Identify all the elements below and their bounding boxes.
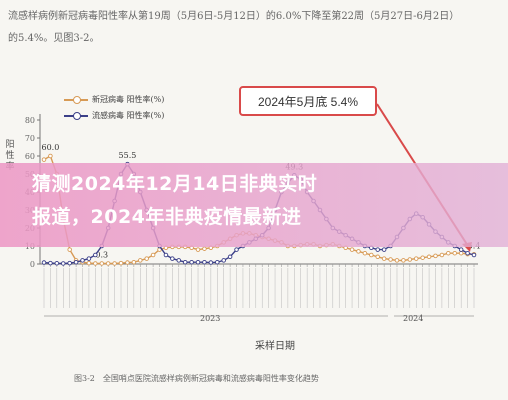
data-point-covid <box>452 250 457 256</box>
data-point-covid <box>41 157 47 162</box>
data-point-flu <box>189 259 194 265</box>
data-point-flu <box>227 254 233 260</box>
banner-headline: 猜测2024年12月14日非典实时 报道，2024年非典疫情最新进 <box>32 168 482 234</box>
data-point-flu <box>80 258 85 263</box>
data-point-covid <box>433 253 438 259</box>
data-point-flu <box>471 252 477 258</box>
data-point-flu <box>375 247 380 252</box>
data-point-covid <box>131 259 137 265</box>
intro-line-1: 流感样病例新冠病毒阳性率从第19周（5月6日-5月12日）的6.0%下降至第22… <box>8 11 460 22</box>
data-point-covid <box>150 252 156 258</box>
data-point-covid <box>144 256 149 261</box>
data-point-flu <box>208 260 214 265</box>
data-point-covid <box>195 247 201 252</box>
intro-paragraph: 流感样病例新冠病毒阳性率从第19周（5月6日-5月12日）的6.0%下降至第22… <box>8 6 498 50</box>
data-point-flu <box>170 256 175 261</box>
intro-line-2: 的5.4%。见图3-2。 <box>8 33 100 44</box>
data-point-flu <box>202 259 207 265</box>
data-point-covid <box>118 260 124 266</box>
data-point-flu <box>176 258 182 263</box>
legend-item-covid: 新冠病毒 阳性率(%) <box>64 92 164 108</box>
legend-label-covid: 新冠病毒 阳性率(%) <box>92 95 165 104</box>
y-tick-label: 0 <box>30 260 35 269</box>
banner-line-1: 猜测2024年12月14日非典实时 <box>32 173 318 195</box>
data-point-covid <box>388 257 393 262</box>
x-axis-label: 采样日期 <box>255 341 295 352</box>
data-point-flu <box>54 261 60 266</box>
data-point-covid <box>381 256 387 261</box>
legend-swatch-flu <box>64 112 88 120</box>
data-point-covid <box>99 261 105 266</box>
data-point-covid <box>401 258 406 263</box>
y-tick-label: 70 <box>25 134 35 143</box>
data-label: 0.3 <box>95 250 108 259</box>
data-point-flu <box>73 259 79 265</box>
legend-swatch-covid <box>64 96 88 104</box>
data-point-flu <box>67 260 72 266</box>
data-point-flu <box>234 247 239 252</box>
data-point-flu <box>215 259 220 265</box>
data-point-flu <box>221 258 226 263</box>
data-point-covid <box>407 257 413 262</box>
year-label-2023: 2023 <box>200 314 221 323</box>
data-point-covid <box>48 153 53 159</box>
data-point-flu <box>86 256 92 261</box>
data-point-covid <box>375 254 380 260</box>
data-point-flu <box>458 247 464 252</box>
data-point-flu <box>195 259 201 265</box>
data-point-flu <box>41 260 47 265</box>
data-point-covid <box>138 258 143 263</box>
data-point-covid <box>458 250 464 256</box>
data-point-flu <box>163 252 169 258</box>
legend-item-flu: 流感病毒 阳性率(%) <box>64 108 164 124</box>
promo-banner <box>0 163 508 247</box>
data-label: 55.5 <box>119 151 137 160</box>
data-point-covid <box>86 260 92 266</box>
y-tick-label: 60 <box>25 152 35 161</box>
year-label-2024: 2024 <box>403 314 424 323</box>
data-point-flu <box>182 259 188 265</box>
data-point-covid <box>426 254 432 260</box>
data-point-covid <box>93 261 98 266</box>
data-point-covid <box>202 246 207 251</box>
data-point-covid <box>125 260 130 265</box>
data-point-covid <box>413 256 419 261</box>
data-point-covid <box>394 258 400 263</box>
data-point-flu <box>381 247 387 252</box>
data-point-flu <box>61 261 66 266</box>
data-point-covid <box>446 250 451 256</box>
data-point-covid <box>67 247 72 252</box>
legend-label-flu: 流感病毒 阳性率(%) <box>92 111 165 120</box>
data-point-flu <box>465 250 470 256</box>
data-point-covid <box>420 255 425 260</box>
y-tick-label: 80 <box>25 116 35 125</box>
callout-box: 2024年5月底 5.4% <box>239 86 377 116</box>
data-point-flu <box>93 252 98 258</box>
data-point-covid <box>362 250 368 256</box>
chart-legend: 新冠病毒 阳性率(%) 流感病毒 阳性率(%) <box>64 92 164 124</box>
data-label: 60.0 <box>42 143 60 152</box>
data-point-covid <box>105 261 111 266</box>
data-point-covid <box>349 247 355 252</box>
banner-line-2: 报道，2024年非典疫情最新进 <box>32 206 302 228</box>
data-point-covid <box>356 249 361 254</box>
data-point-flu <box>48 260 53 266</box>
figure-caption: 图3-2 全国哨点医院流感样病例新冠病毒和流感病毒阳性率变化趋势 <box>74 374 319 383</box>
data-point-covid <box>439 252 445 258</box>
data-point-covid <box>369 252 374 258</box>
data-point-covid <box>112 261 117 266</box>
